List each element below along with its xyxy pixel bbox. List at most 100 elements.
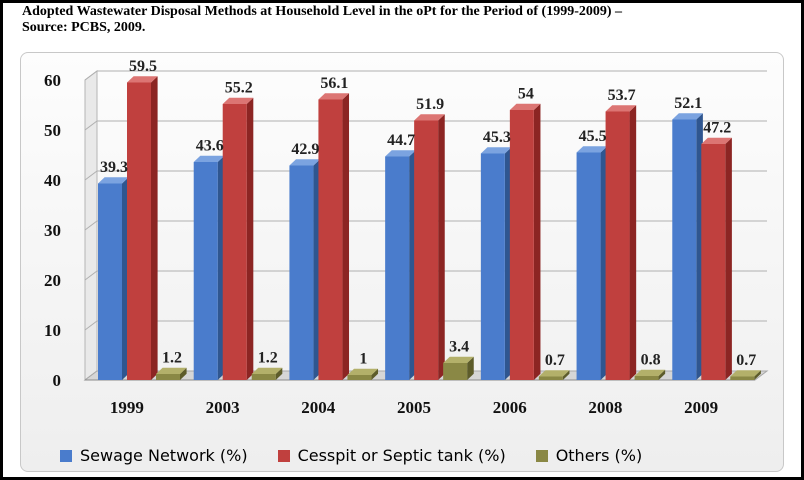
bar-front xyxy=(730,376,755,380)
chart-title-line-1: Adopted Wastewater Disposal Methods at H… xyxy=(22,4,623,19)
data-label: 0.7 xyxy=(545,352,565,369)
bar-side xyxy=(600,146,608,380)
y-tick-label: 30 xyxy=(44,221,61,240)
data-label: 1 xyxy=(359,351,367,368)
x-tick-label: 2009 xyxy=(684,398,718,417)
bar-front xyxy=(385,156,410,380)
bar-side xyxy=(562,370,570,380)
bar-side xyxy=(180,367,187,380)
bar-others xyxy=(443,356,474,380)
x-tick-label: 2004 xyxy=(301,398,336,417)
data-label: 3.4 xyxy=(449,339,469,356)
data-label: 59.5 xyxy=(129,58,157,75)
data-label: 44.7 xyxy=(387,132,415,149)
gridline xyxy=(84,70,767,81)
legend-swatch-cesspit xyxy=(277,449,290,462)
x-tick-label: 2005 xyxy=(397,398,431,417)
bar-side xyxy=(275,367,283,380)
bar-cesspit xyxy=(318,93,350,380)
legend-label-cesspit: Cesspit or Septic tank (%) xyxy=(297,446,506,465)
data-labels: 39.3 59.5 1.2 43.6 55.2 1.2 42.9 56.1 1 44.7 51.9 3… xyxy=(100,58,756,369)
bar-side xyxy=(342,93,350,380)
bar-side xyxy=(658,369,666,380)
bar-front xyxy=(672,119,697,380)
bar-others xyxy=(730,370,761,380)
bar-sewage xyxy=(576,146,608,380)
data-label: 52.1 xyxy=(674,95,702,112)
chart-title: Adopted Wastewater Disposal Methods at H… xyxy=(22,4,782,36)
data-label: 51.9 xyxy=(416,96,444,113)
y-tick-label: 0 xyxy=(53,371,62,390)
bar-cesspit xyxy=(127,76,158,380)
bar-side xyxy=(409,150,416,380)
data-label: 56.1 xyxy=(320,75,348,92)
bar-front xyxy=(193,162,218,380)
x-axis: 1999 2003 2004 2005 2006 2008 2009 xyxy=(110,398,718,417)
legend: Sewage Network (%) Cesspit or Septic tan… xyxy=(60,446,672,465)
data-label: 45.5 xyxy=(579,128,607,145)
bar-top xyxy=(193,155,225,162)
bar-top xyxy=(730,370,761,377)
bar-front xyxy=(222,104,247,380)
legend-item-others: Others (%) xyxy=(535,446,642,465)
data-label: 0.8 xyxy=(641,352,661,369)
bar-front xyxy=(156,374,180,380)
x-tick-label: 2008 xyxy=(588,398,622,417)
bar-front xyxy=(480,153,505,380)
bar-cesspit xyxy=(414,114,445,380)
chart-title-line-2: Source: PCBS, 2009. xyxy=(22,20,146,35)
data-label: 55.2 xyxy=(225,80,253,97)
bar-sewage xyxy=(672,113,703,380)
bar-others xyxy=(634,369,666,380)
data-label: 47.2 xyxy=(703,120,731,137)
legend-item-sewage: Sewage Network (%) xyxy=(60,446,248,465)
data-label: 53.7 xyxy=(608,87,636,104)
bar-top xyxy=(634,369,666,376)
bar-front xyxy=(414,120,439,380)
legend-item-cesspit: Cesspit or Septic tank (%) xyxy=(277,446,506,465)
bar-front xyxy=(443,363,468,380)
gridline xyxy=(84,170,767,181)
bar-top xyxy=(251,367,283,374)
x-tick-label: 2006 xyxy=(493,398,527,417)
bar-side xyxy=(122,177,129,380)
bar-front xyxy=(605,111,630,380)
bar-top xyxy=(385,150,416,157)
bar-top xyxy=(576,146,608,153)
gridline xyxy=(84,270,767,281)
bar-front xyxy=(509,110,534,380)
gridline xyxy=(84,320,767,331)
bar-side xyxy=(504,147,512,380)
gridline xyxy=(84,120,767,131)
bar-side xyxy=(467,356,474,380)
bar-top xyxy=(605,105,637,112)
bar-top xyxy=(222,97,254,104)
legend-swatch-sewage xyxy=(60,449,72,462)
y-tick-label: 50 xyxy=(44,121,61,140)
bar-others xyxy=(347,368,379,380)
bar-front xyxy=(98,183,122,380)
data-label: 45.3 xyxy=(483,129,511,146)
bar-top xyxy=(480,147,512,154)
bar-cesspit xyxy=(701,137,732,380)
bar-front xyxy=(634,376,659,380)
bar-side xyxy=(438,114,445,380)
y-tick-label: 40 xyxy=(44,171,61,190)
data-label: 54 xyxy=(518,86,534,103)
bar-top xyxy=(127,76,158,83)
bar-sewage xyxy=(98,177,129,380)
bar-top xyxy=(538,370,570,377)
legend-label-sewage: Sewage Network (%) xyxy=(80,446,248,465)
bar-top xyxy=(347,368,379,375)
bar-front xyxy=(347,375,372,380)
bar-top xyxy=(318,93,350,100)
bar-front xyxy=(701,144,726,380)
bar-others xyxy=(156,367,187,380)
bar-top xyxy=(289,159,321,166)
bar-side xyxy=(533,103,541,380)
bar-side xyxy=(629,105,637,380)
bar-side xyxy=(246,97,254,380)
bar-cesspit xyxy=(222,97,254,380)
bar-front xyxy=(318,99,343,380)
